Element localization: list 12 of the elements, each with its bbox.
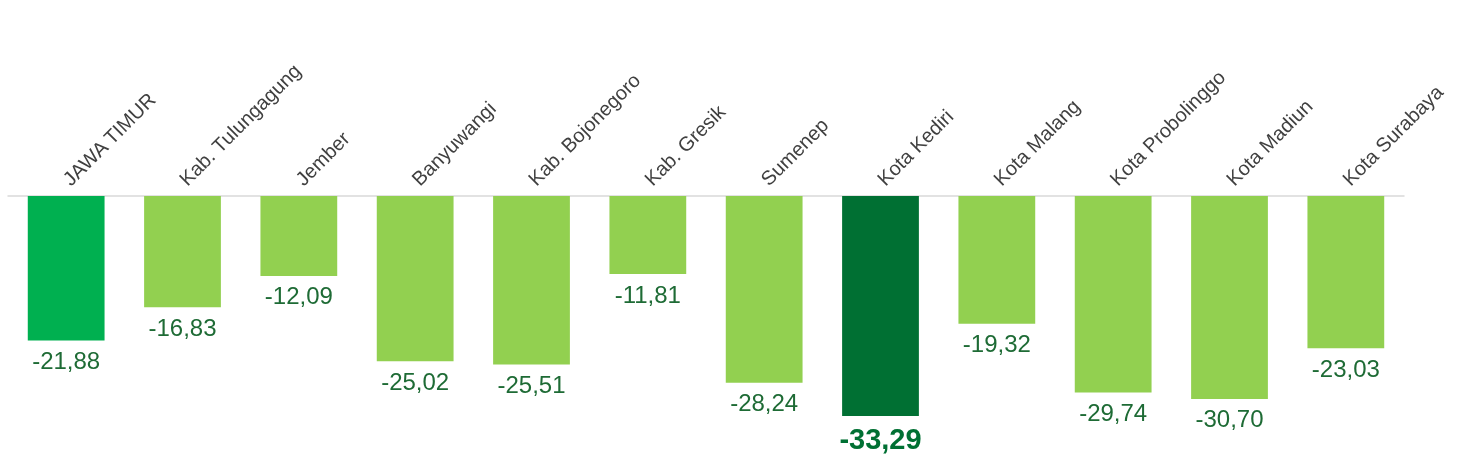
data-label: -33,29	[839, 422, 922, 455]
data-label: -12,09	[264, 282, 333, 310]
data-label: -28,24	[730, 389, 799, 417]
data-label: -30,70	[1195, 405, 1264, 433]
data-label: -25,51	[497, 371, 566, 399]
data-label: -23,03	[1311, 354, 1380, 382]
data-label: -19,32	[962, 330, 1031, 358]
data-label: -11,81	[614, 280, 681, 308]
data-label: -29,74	[1079, 399, 1148, 427]
data-label: -21,88	[32, 347, 101, 375]
data-label: -16,83	[148, 313, 217, 341]
data-label: -25,02	[381, 367, 450, 395]
